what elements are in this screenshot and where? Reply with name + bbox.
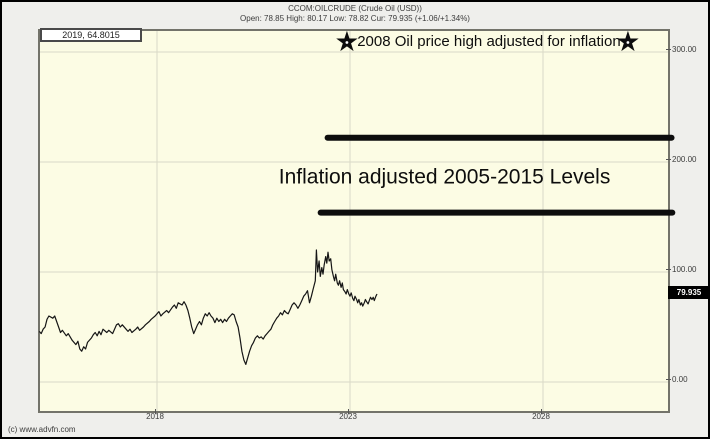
y-axis-label-300: 300.00 — [672, 45, 697, 54]
quote-summary: Open: 78.85 High: 80.17 Low: 78.82 Cur: … — [240, 14, 470, 23]
y-tick-100 — [666, 269, 671, 270]
x-tick-2018 — [155, 409, 156, 414]
y-tick-0 — [666, 379, 671, 380]
x-axis-label-2028: 2028 — [532, 412, 550, 421]
x-tick-2023 — [348, 409, 349, 414]
note-2008-high: 2008 Oil price high adjusted for inflati… — [357, 33, 621, 50]
y-tick-200 — [666, 159, 671, 160]
star-left-center-dot — [345, 41, 349, 44]
current-price-flag: 79.935 — [668, 286, 708, 299]
price-chart: ★ ★2008 Oil price high adjusted for infla… — [38, 25, 676, 411]
x-axis-label-2018: 2018 — [146, 412, 164, 421]
current-price-value: 79.935 — [676, 288, 702, 297]
star-right-center-dot — [626, 41, 630, 44]
price-line-series — [38, 249, 378, 365]
plot-area[interactable]: ★ ★ 2008 Oil price high adjusted for infla… — [38, 25, 676, 413]
x-axis-label-2023: 2023 — [339, 412, 357, 421]
instrument-title: CCOM:OILCRUDE (Crude Oil (USD)) — [288, 4, 422, 13]
y-tick-300 — [666, 49, 671, 50]
note-inflation-levels: Inflation adjusted 2005-2015 Levels — [279, 165, 611, 188]
x-tick-2028 — [541, 409, 542, 414]
crosshair-value: 2019, 64.8015 — [62, 30, 120, 40]
advfn-copyright: (c) www.advfn.com — [8, 425, 76, 434]
crosshair-value-box: 2019, 64.8015 — [40, 28, 142, 42]
y-axis-label-0: 0.00 — [672, 375, 688, 384]
y-axis-label-100: 100.00 — [672, 265, 697, 274]
chart-header: CCOM:OILCRUDE (Crude Oil (USD)) Open: 78… — [2, 4, 708, 24]
y-axis-label-200: 200.00 — [672, 155, 697, 164]
